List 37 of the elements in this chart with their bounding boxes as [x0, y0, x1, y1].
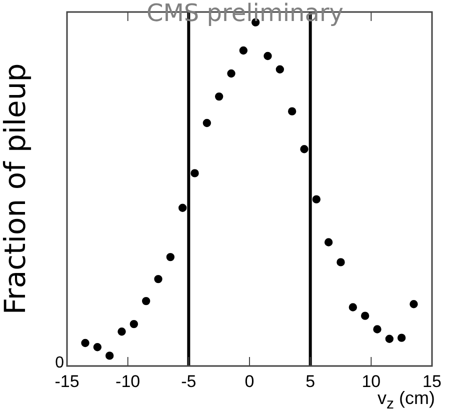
point [348, 303, 358, 312]
point [105, 352, 114, 360]
point [202, 118, 212, 128]
point [178, 204, 187, 212]
x-tick-label: 15 [422, 372, 442, 391]
point [373, 325, 382, 334]
point [288, 107, 296, 116]
point [397, 334, 406, 342]
x-tick-label: 10 [362, 372, 381, 391]
point [410, 300, 418, 308]
x-axis-title: v$_{z}$ (cm) [378, 388, 435, 413]
point [324, 238, 333, 246]
point [385, 334, 394, 343]
point [93, 342, 102, 352]
point [142, 296, 150, 306]
point [118, 328, 126, 336]
point [336, 258, 345, 266]
point [130, 320, 138, 328]
point [214, 92, 224, 101]
point [300, 145, 308, 154]
point [81, 338, 90, 348]
point [360, 312, 370, 320]
x-tick-label: 5 [306, 372, 316, 391]
x-tick-label: -5 [181, 372, 196, 391]
point [276, 65, 284, 74]
x-tick-label: -10 [116, 372, 140, 391]
point [227, 69, 236, 78]
point [190, 169, 199, 178]
point [239, 46, 248, 55]
point [166, 252, 175, 262]
point [264, 52, 272, 60]
y-axis-title: Fraction of pileup [0, 62, 32, 317]
x-tick-label: -15 [54, 372, 80, 391]
x-tick-label: 0 [244, 372, 254, 391]
point [154, 274, 162, 284]
text: 0 [55, 354, 64, 372]
point [312, 195, 321, 204]
